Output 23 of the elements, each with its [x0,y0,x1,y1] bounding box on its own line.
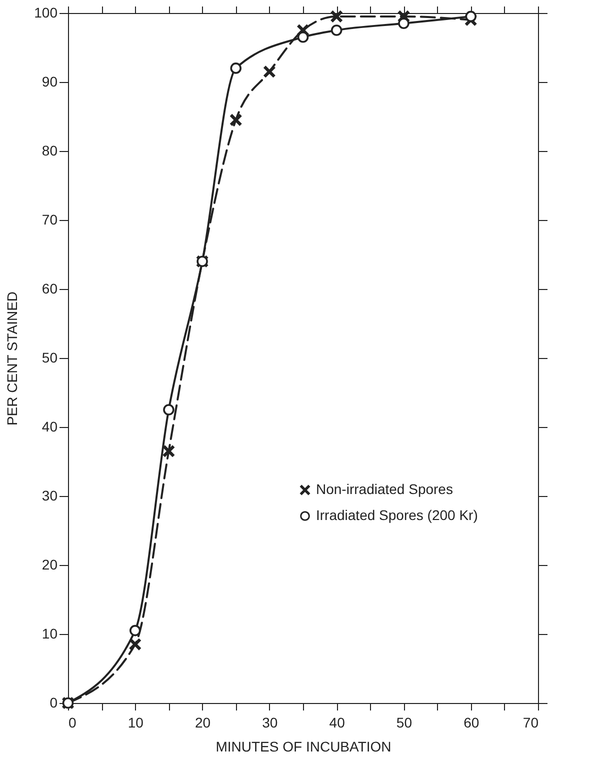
y-tick-label: 90 [42,74,58,90]
x-axis-title: MINUTES OF INCUBATION [216,738,392,754]
x-tick-label: 20 [194,714,211,730]
legend-label: Non-irradiated Spores [316,481,453,497]
y-tick-label: 60 [42,280,58,296]
y-tick-label: 0 [50,694,58,710]
y-tick-label: 50 [42,350,58,366]
y-tick-label: 30 [42,488,58,504]
x-tick-label: 0 [68,714,76,730]
x-tick-label: 10 [128,714,144,730]
x-tick-label: 60 [464,714,480,730]
x-tick-label: 30 [262,714,278,730]
x-tick-label: 50 [396,714,412,730]
x-tick-label: 70 [522,714,539,730]
y-tick-label: 70 [42,212,58,228]
y-tick-label: 40 [42,418,58,434]
legend-label: Irradiated Spores (200 Kr) [316,507,478,523]
y-axis-title: PER CENT STAINED [4,291,20,426]
y-tick-label: 80 [42,142,58,158]
y-tick-label: 10 [42,626,58,642]
y-tick-label: 100 [34,4,58,20]
y-tick-label: 20 [42,556,58,572]
x-tick-label: 40 [329,714,346,730]
